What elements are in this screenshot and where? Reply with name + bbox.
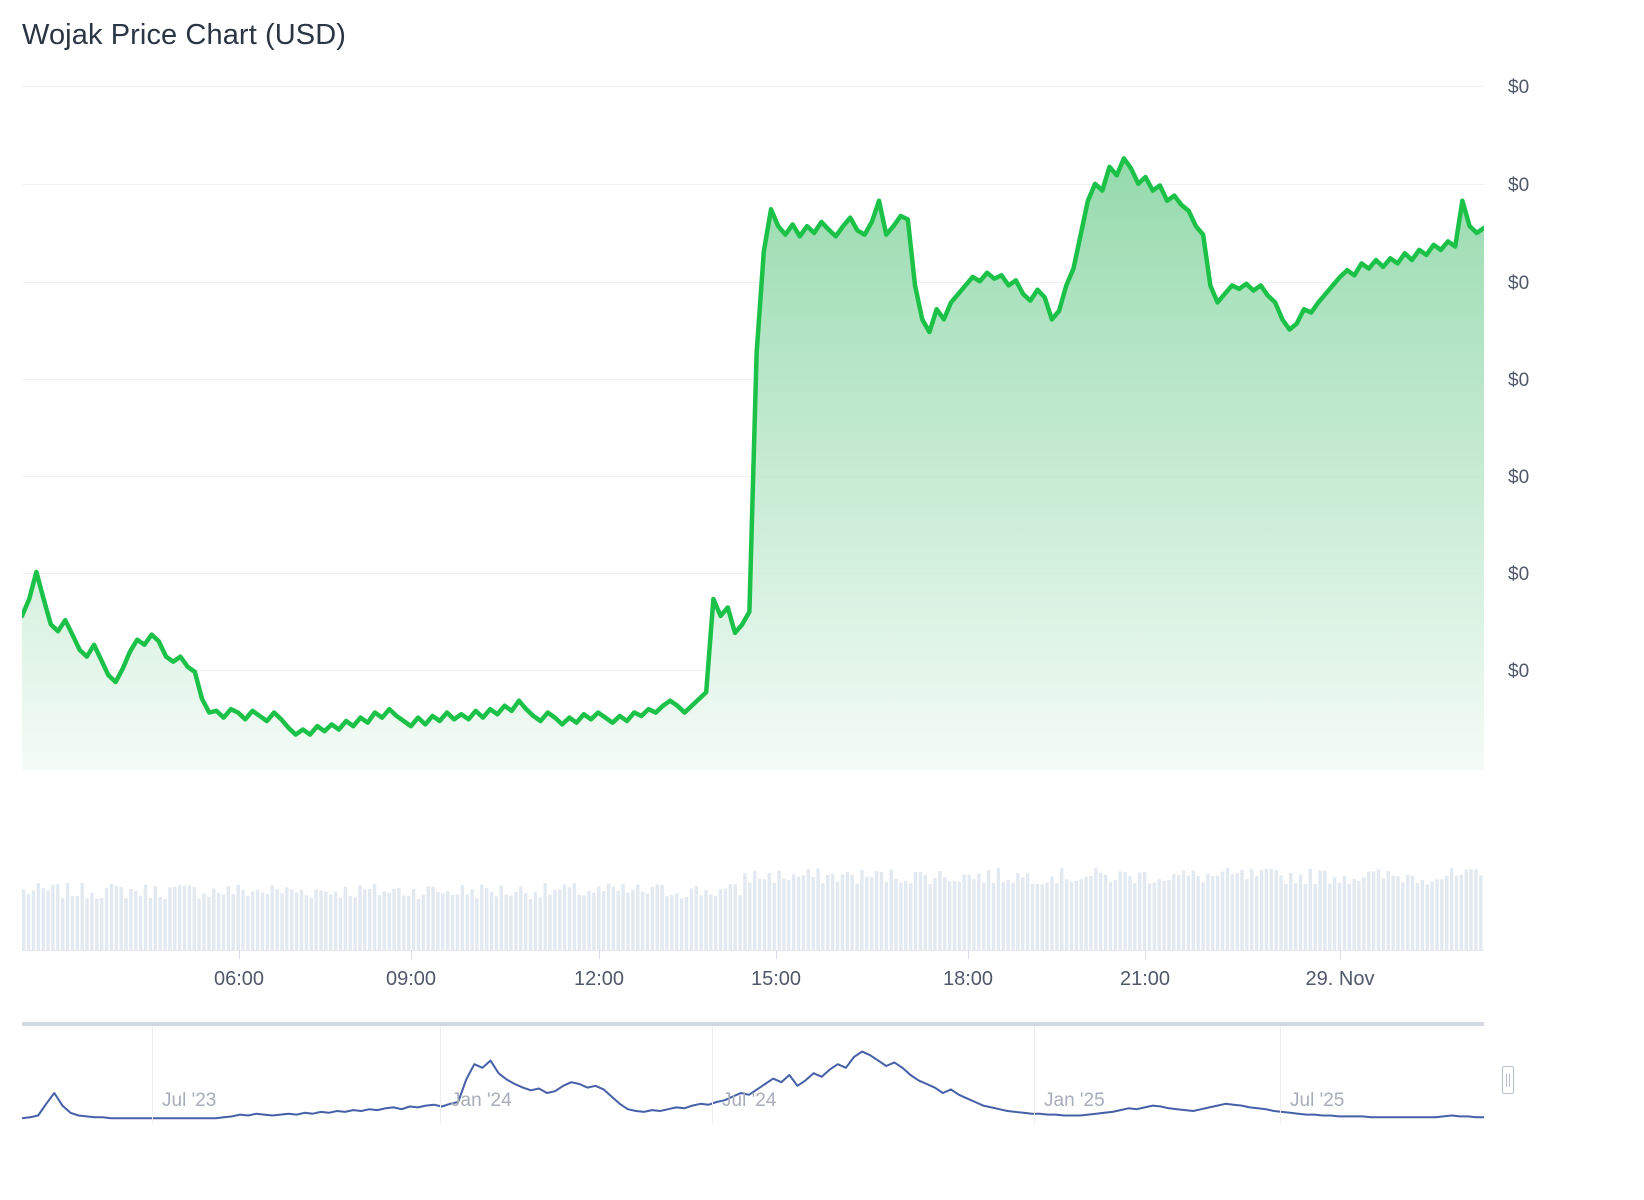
- x-axis-label: 12:00: [573, 968, 625, 990]
- y-axis-label: $0: [1508, 661, 1530, 682]
- navigator-handle-right[interactable]: [1502, 1066, 1514, 1094]
- navigator-label: Jan '25: [1044, 1090, 1105, 1111]
- navigator-gridline: [1280, 1026, 1281, 1124]
- navigator-gridline: [152, 1026, 153, 1124]
- x-axis: 06:00 09:00 12:00 15:00 18:00 21:00 29. …: [0, 950, 1644, 1005]
- x-axis-label: 18:00: [942, 968, 994, 990]
- navigator-gridline: [712, 1026, 713, 1124]
- navigator-label: Jul '23: [162, 1090, 217, 1111]
- y-axis-label: $0: [1508, 273, 1530, 294]
- price-plot-svg: [22, 86, 1484, 770]
- y-axis-label: $0: [1508, 564, 1530, 585]
- navigator-label: Jan '24: [451, 1090, 512, 1111]
- navigator-gridline: [1034, 1026, 1035, 1124]
- y-axis-label: $0: [1508, 175, 1530, 196]
- navigator[interactable]: Jul '23 Jan '24 Jul '24 Jan '25 Jul '25: [22, 1022, 1514, 1142]
- page-title: Wojak Price Chart (USD): [22, 19, 347, 51]
- volume-panel: [22, 868, 1484, 950]
- y-axis-label: $0: [1508, 467, 1530, 488]
- navigator-gridline: [440, 1026, 441, 1124]
- x-axis-tick: [599, 950, 600, 959]
- price-area-fill: [22, 158, 1484, 770]
- navigator-label: Jul '24: [722, 1090, 777, 1111]
- volume-bars: [22, 868, 1483, 950]
- x-axis-label: 15:00: [750, 968, 802, 990]
- x-axis-label: 09:00: [385, 968, 437, 990]
- price-plot-area[interactable]: [22, 86, 1484, 770]
- x-axis-label: 21:00: [1119, 968, 1171, 990]
- x-axis-tick: [968, 950, 969, 959]
- x-axis-tick: [776, 950, 777, 959]
- navigator-series-svg: [22, 1050, 1484, 1120]
- price-line: [22, 156, 1484, 737]
- volume-bars-svg: [22, 868, 1483, 950]
- y-axis: $0 $0 $0 $0 $0 $0 $0: [1508, 0, 1628, 800]
- x-axis-tick: [239, 950, 240, 959]
- navigator-line: [22, 1050, 1484, 1120]
- x-axis-tick: [1340, 950, 1341, 959]
- y-axis-label: $0: [1508, 77, 1530, 98]
- navigator-top-border: [22, 1022, 1484, 1026]
- y-axis-label: $0: [1508, 370, 1530, 391]
- x-axis-line: [22, 950, 1484, 951]
- x-axis-label: 06:00: [213, 968, 265, 990]
- x-axis-label: 29. Nov: [1305, 968, 1375, 990]
- x-axis-tick: [411, 950, 412, 959]
- x-axis-tick: [1145, 950, 1146, 959]
- navigator-label: Jul '25: [1290, 1090, 1345, 1111]
